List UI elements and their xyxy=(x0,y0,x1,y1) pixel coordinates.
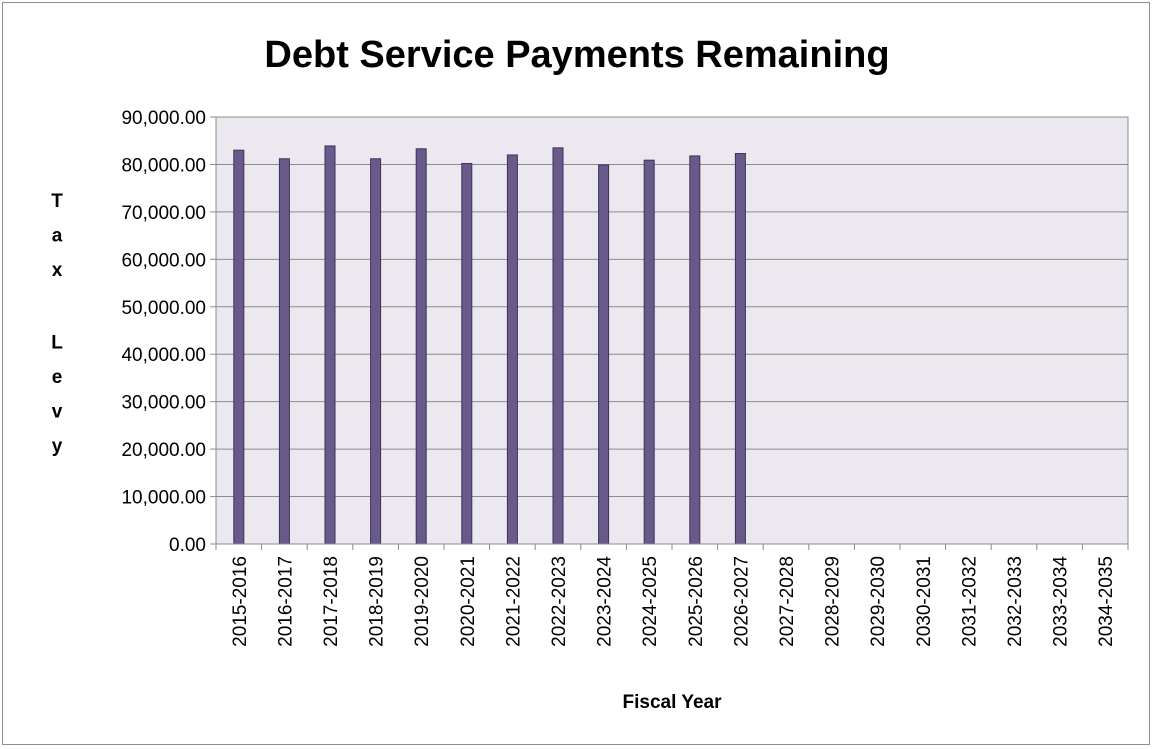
y-tick-label: 10,000.00 xyxy=(121,488,206,509)
x-tick-label: 2024-2025 xyxy=(640,556,661,647)
y-tick-label: 50,000.00 xyxy=(121,298,206,319)
x-tick-label: 2032-2033 xyxy=(1005,556,1026,647)
bar xyxy=(598,164,610,545)
x-tick-label: 2031-2032 xyxy=(959,556,980,647)
x-tick-label: 2021-2022 xyxy=(503,556,524,647)
bar xyxy=(278,158,290,545)
y-tick-label: 20,000.00 xyxy=(121,440,206,461)
bar xyxy=(552,147,564,545)
bar xyxy=(643,159,655,545)
x-tick-label: 2023-2024 xyxy=(595,556,616,647)
y-tick-label: 30,000.00 xyxy=(121,393,206,414)
bar xyxy=(233,149,245,545)
y-tick-label: 80,000.00 xyxy=(121,155,206,176)
x-tick-label: 2020-2021 xyxy=(458,556,479,647)
y-tick-labels: 0.00 10,000.00 20,000.00 30,000.00 40,000.00… xyxy=(121,108,206,556)
x-tick-label: 2028-2029 xyxy=(823,556,844,647)
x-axis-label: Fiscal Year xyxy=(623,692,723,713)
x-tick-label: 2019-2020 xyxy=(412,556,433,647)
y-tick-label: 0.00 xyxy=(169,535,206,556)
x-tick-label: 2029-2030 xyxy=(868,556,889,647)
x-tick-label: 2025-2026 xyxy=(686,556,707,647)
bar xyxy=(324,145,336,545)
y-tick-label: 60,000.00 xyxy=(121,250,206,271)
x-tick-label: 2017-2018 xyxy=(321,556,342,647)
x-tick-label: 2027-2028 xyxy=(777,556,798,647)
x-tick-label: 2026-2027 xyxy=(731,556,752,647)
x-tick-label: 2015-2016 xyxy=(230,556,251,647)
x-tick-label: 2030-2031 xyxy=(914,556,935,647)
bar xyxy=(689,155,701,545)
gridlines xyxy=(216,116,1128,498)
axes xyxy=(210,116,1129,550)
chart-title: Debt Service Payments Remaining xyxy=(264,34,890,76)
bar xyxy=(415,148,427,545)
x-tick-label: 2033-2034 xyxy=(1051,556,1072,647)
bar xyxy=(461,162,473,545)
x-tick-label: 2016-2017 xyxy=(275,556,296,647)
x-tick-label: 2018-2019 xyxy=(367,556,388,647)
x-tick-label: 2034-2035 xyxy=(1096,556,1117,647)
y-tick-label: 90,000.00 xyxy=(121,108,206,129)
y-tick-label: 70,000.00 xyxy=(121,203,206,224)
bar xyxy=(370,158,382,545)
bar xyxy=(506,154,518,545)
y-tick-label: 40,000.00 xyxy=(121,345,206,366)
bar xyxy=(734,153,746,545)
x-tick-labels: 2015-2016 2016-2017 2017-2018 2018-2019 2019… xyxy=(230,556,1117,647)
x-tick-label: 2022-2023 xyxy=(549,556,570,647)
plot-area xyxy=(216,117,1128,544)
